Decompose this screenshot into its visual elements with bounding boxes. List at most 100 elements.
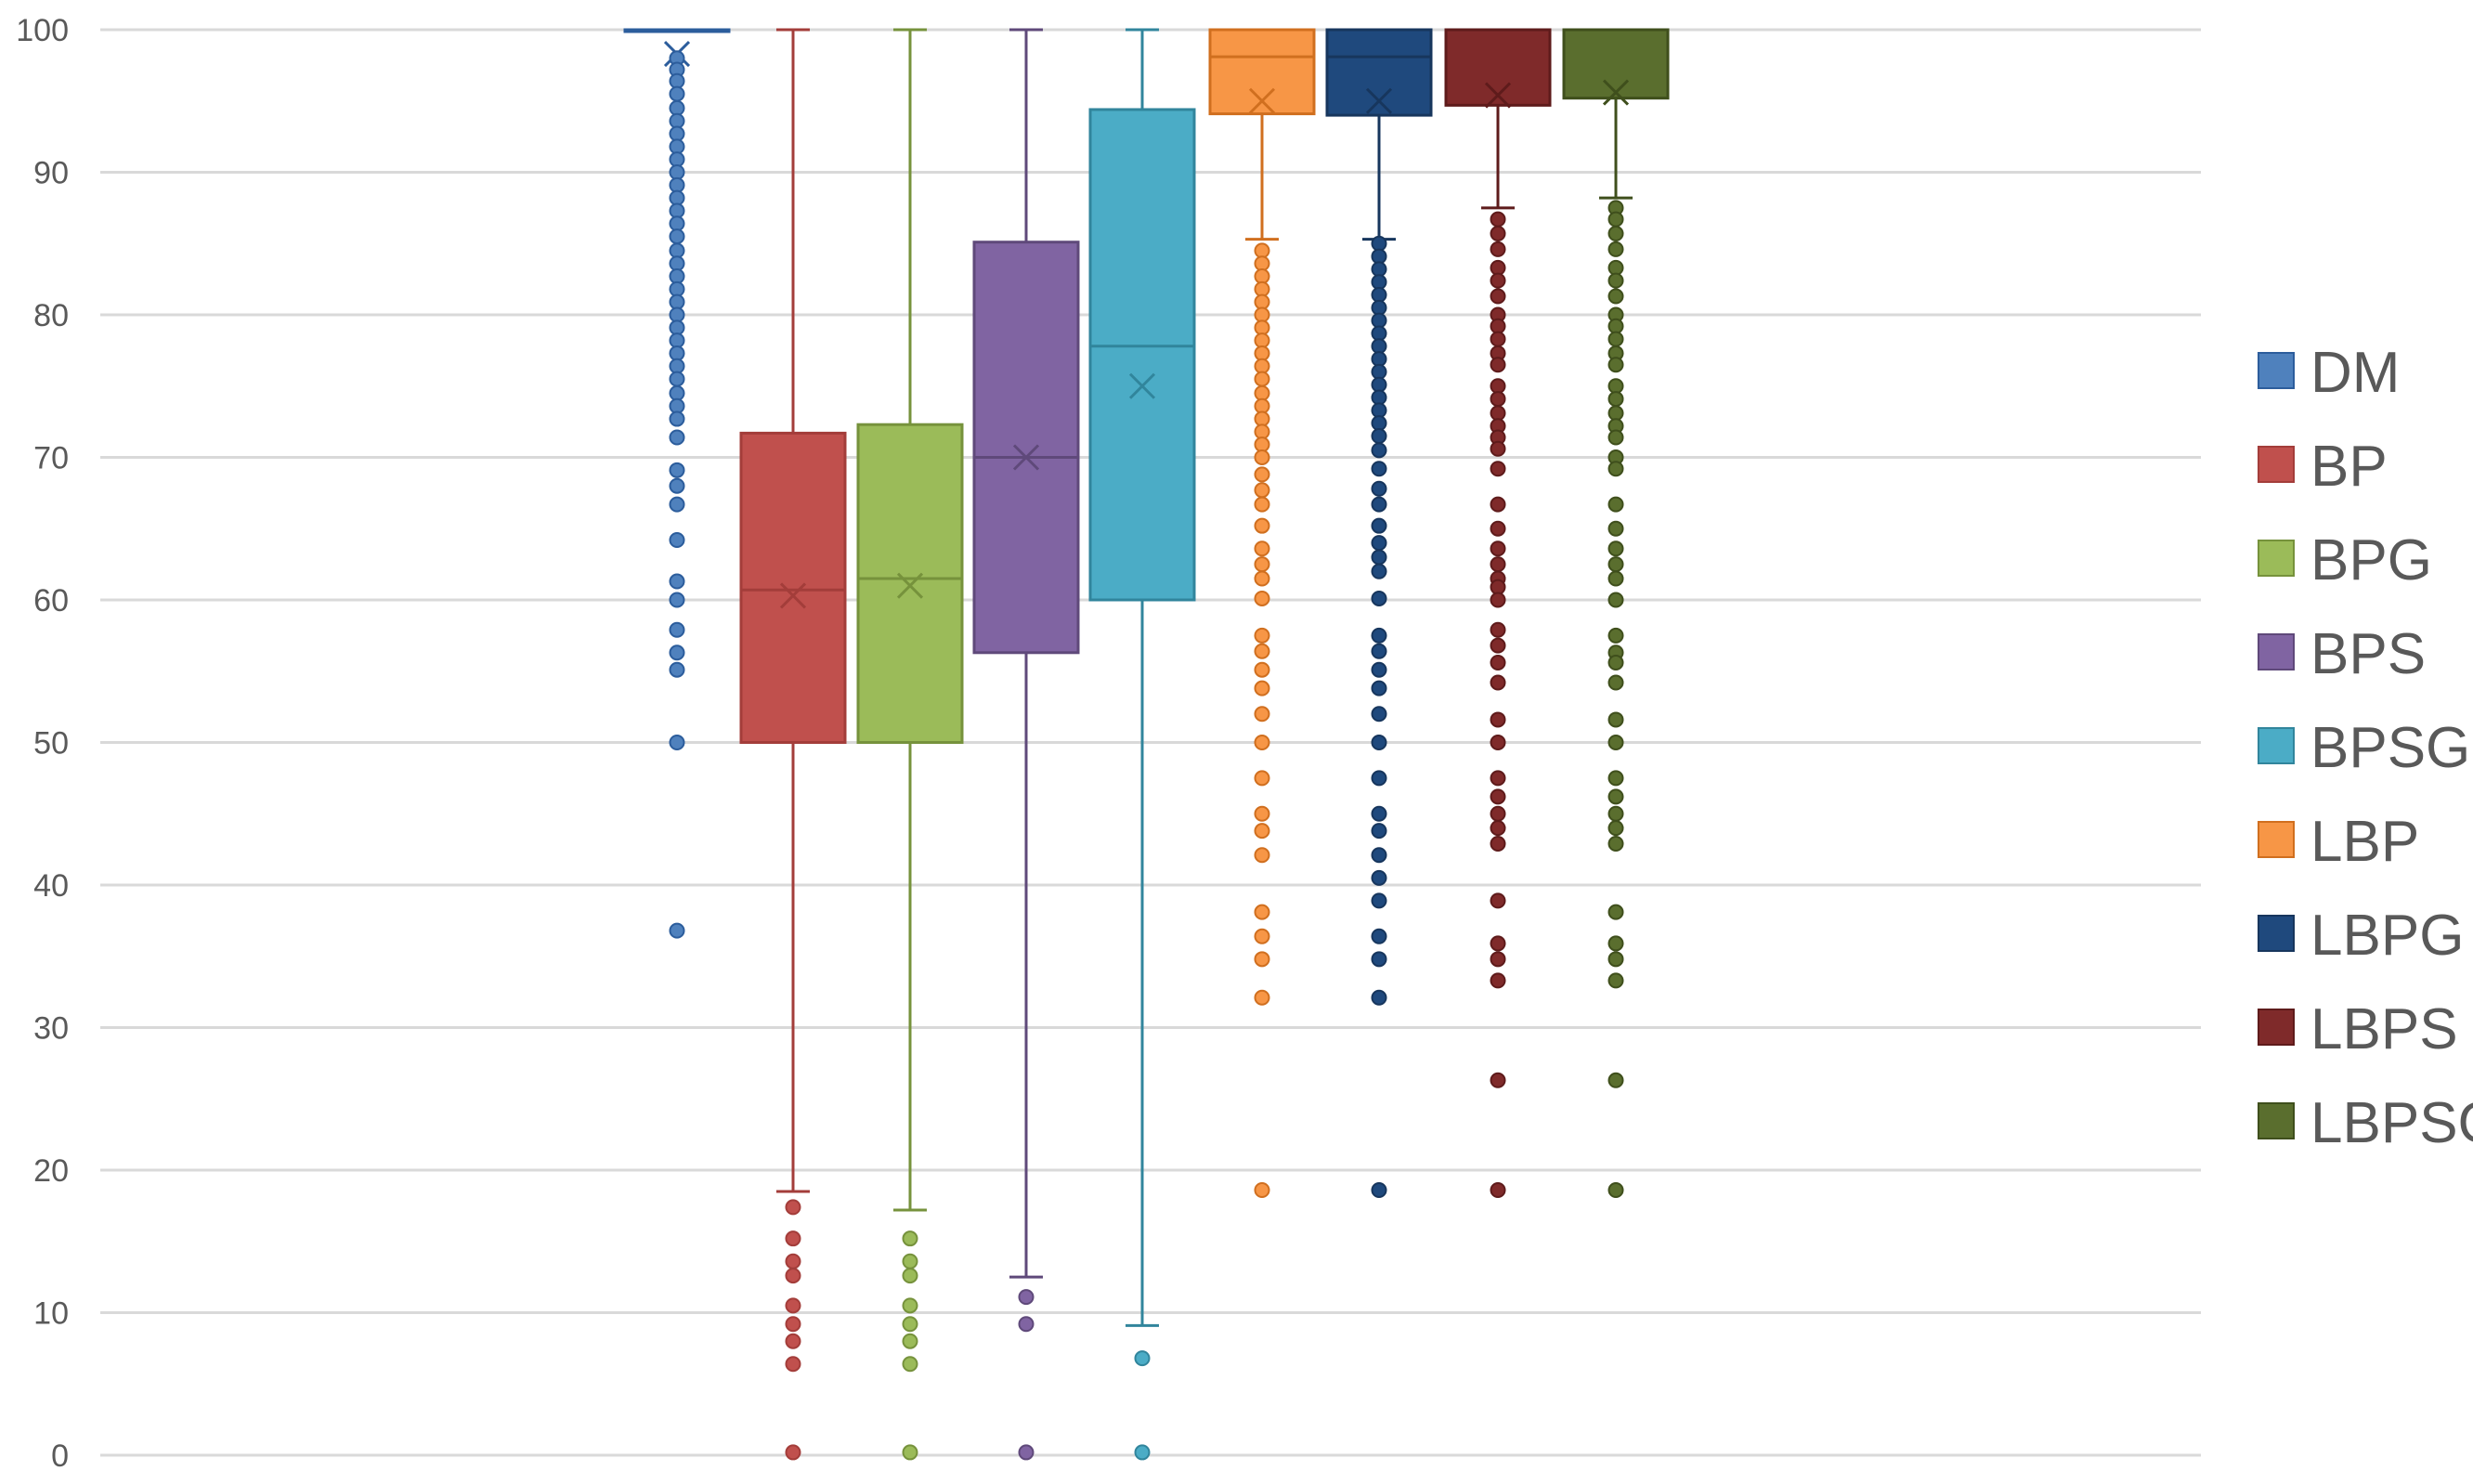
outlier-point — [1018, 1444, 1035, 1461]
outlier-point — [902, 1333, 918, 1349]
legend-swatch-lbpsg — [2258, 1102, 2295, 1139]
outlier-point — [669, 242, 685, 259]
outlier-point — [1490, 1072, 1506, 1088]
outlier-point — [1607, 378, 1624, 395]
outlier-point — [1371, 376, 1387, 393]
outlier-point — [785, 1199, 801, 1216]
outlier-point — [1254, 735, 1270, 750]
mean-marker — [1602, 79, 1630, 106]
outlier-point — [902, 1444, 918, 1461]
outlier-point — [1490, 540, 1506, 557]
outlier-point — [1254, 1181, 1270, 1198]
y-tick-label: 100 — [16, 13, 69, 48]
outlier-point — [1254, 627, 1270, 644]
outlier-point — [669, 661, 685, 678]
outlier-point — [1371, 325, 1387, 342]
outlier-point — [1371, 1181, 1387, 1198]
legend-label-lbpg: LBPG — [2310, 904, 2464, 968]
outlier-point — [1371, 735, 1387, 750]
outlier-point — [1371, 869, 1387, 886]
outlier-point — [902, 1316, 918, 1333]
outlier-point — [1254, 904, 1270, 920]
outlier-point — [1371, 951, 1387, 968]
outlier-point — [1490, 637, 1506, 654]
outlier-point — [1607, 391, 1624, 408]
outlier-point — [669, 293, 685, 310]
outlier-point — [1607, 951, 1624, 968]
outlier-point — [1371, 517, 1387, 534]
outlier-point — [1134, 1444, 1151, 1461]
legend-label-dm: DM — [2310, 341, 2400, 405]
mean-marker — [1012, 444, 1040, 471]
outlier-point — [1254, 293, 1270, 310]
outlier-point — [785, 1230, 801, 1247]
outlier-point — [669, 138, 685, 155]
series-dm — [623, 28, 731, 939]
outlier-point — [1371, 299, 1387, 316]
outlier-point — [1490, 357, 1506, 373]
outlier-point — [1607, 904, 1624, 920]
outlier-point — [1371, 312, 1387, 329]
outlier-point — [669, 621, 685, 638]
outlier-point — [1371, 989, 1387, 1006]
outlier-point — [1490, 735, 1506, 750]
outlier-point — [1254, 706, 1270, 722]
outlier-point — [1490, 226, 1506, 242]
outlier-point — [1607, 259, 1624, 276]
outlier-point — [1371, 892, 1387, 909]
outlier-point — [669, 332, 685, 349]
outlier-point — [785, 1316, 801, 1333]
outlier-point — [1371, 643, 1387, 659]
outlier-point — [1371, 805, 1387, 822]
outlier-point — [669, 164, 685, 180]
outlier-point — [785, 1356, 801, 1373]
mean-marker — [1484, 82, 1512, 109]
outlier-point — [669, 735, 685, 750]
legend-label-bpsg: BPSG — [2310, 716, 2470, 780]
outlier-point — [1254, 928, 1270, 944]
legend-swatch-bp — [2258, 446, 2295, 483]
outlier-point — [1254, 255, 1270, 272]
outlier-point — [1490, 259, 1506, 276]
outlier-point — [1254, 556, 1270, 573]
series-bp — [739, 28, 847, 1461]
outlier-point — [1607, 520, 1624, 537]
outlier-point — [1254, 371, 1270, 387]
outlier-point — [1371, 461, 1387, 477]
outlier-point — [1254, 590, 1270, 606]
outlier-point — [1607, 496, 1624, 513]
outlier-point — [1371, 274, 1387, 291]
outlier-point — [1490, 579, 1506, 595]
outlier-point — [1371, 549, 1387, 566]
outlier-point — [785, 1253, 801, 1269]
outlier-point — [669, 112, 685, 129]
outlier-point — [669, 345, 685, 361]
outlier-point — [1254, 466, 1270, 483]
outlier-point — [1254, 242, 1270, 259]
legend-swatch-lbps — [2258, 1009, 2295, 1046]
legend-label-lbp: LBP — [2310, 810, 2419, 874]
outlier-point — [1607, 935, 1624, 952]
outlier-point — [1018, 1289, 1035, 1306]
outlier-point — [1254, 517, 1270, 534]
outlier-point — [1254, 268, 1270, 285]
y-tick-label: 0 — [51, 1438, 69, 1474]
outlier-point — [1371, 287, 1387, 304]
outlier-point — [669, 202, 685, 219]
outlier-point — [1371, 706, 1387, 722]
legend-swatch-dm — [2258, 352, 2295, 389]
outlier-point — [1490, 951, 1506, 968]
outlier-point — [1254, 345, 1270, 361]
outlier-point — [669, 384, 685, 401]
y-tick-label: 40 — [33, 868, 69, 904]
outlier-point — [1371, 248, 1387, 265]
mean-marker — [779, 582, 807, 609]
box — [739, 431, 847, 744]
outlier-point — [1371, 928, 1387, 944]
y-tick-label: 10 — [33, 1296, 69, 1332]
outlier-point — [902, 1356, 918, 1373]
outlier-point — [669, 99, 685, 116]
legend-label-lbpsg: LBPSG — [2310, 1091, 2473, 1155]
outlier-point — [1607, 820, 1624, 837]
outlier-point — [1254, 384, 1270, 401]
